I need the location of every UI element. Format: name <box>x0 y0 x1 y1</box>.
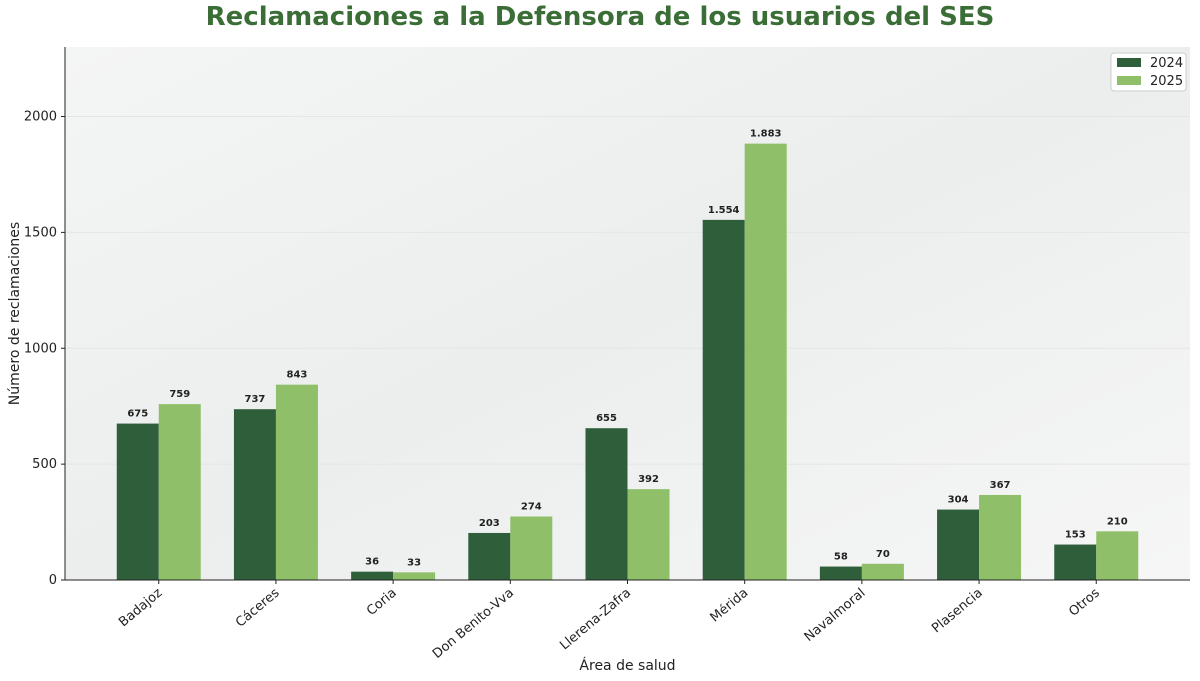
x-tick-label: Don Benito-Vva <box>430 586 517 662</box>
y-tick-label: 1500 <box>24 225 57 240</box>
data-label: 1.554 <box>708 205 740 216</box>
x-tick-label: Badajoz <box>116 585 165 630</box>
data-label: 737 <box>245 394 266 405</box>
x-tick-label: Coria <box>364 586 400 619</box>
bar-2025 <box>393 572 436 580</box>
data-label: 304 <box>948 495 969 506</box>
data-label: 1.883 <box>750 129 782 140</box>
bar-2024 <box>937 509 980 580</box>
y-tick-label: 2000 <box>24 110 57 125</box>
data-label: 33 <box>407 557 421 568</box>
data-label: 36 <box>365 557 379 568</box>
data-label: 153 <box>1065 530 1086 541</box>
bar-2025 <box>1096 531 1139 580</box>
x-tick-label: Navalmoral <box>802 586 869 645</box>
data-label: 392 <box>638 474 659 485</box>
bar-2024 <box>468 532 511 580</box>
data-label: 203 <box>479 518 500 529</box>
bar-2024 <box>233 409 276 580</box>
bar-2024 <box>1054 544 1097 580</box>
y-axis-label: Número de reclamaciones <box>7 222 23 405</box>
bar-2024 <box>351 571 394 580</box>
bar-2024 <box>702 219 745 581</box>
x-tick-label: Mérida <box>708 586 752 626</box>
bar-2024 <box>116 423 159 580</box>
bar-2025 <box>861 563 904 580</box>
bar-2024 <box>819 566 862 580</box>
legend-label: 2025 <box>1150 74 1183 89</box>
x-axis-label: Área de salud <box>579 657 675 674</box>
data-label: 675 <box>127 409 148 420</box>
data-label: 843 <box>287 370 308 381</box>
x-tick-label: Otros <box>1066 585 1103 619</box>
data-label: 759 <box>169 389 190 400</box>
data-label: 210 <box>1107 516 1128 527</box>
bar-2025 <box>627 489 670 580</box>
x-tick-label: Plasencia <box>929 586 985 637</box>
bar-2025 <box>158 404 201 580</box>
y-tick-label: 1000 <box>24 341 57 356</box>
data-label: 655 <box>596 413 617 424</box>
bar-2025 <box>510 516 553 580</box>
chart-title: Reclamaciones a la Defensora de los usua… <box>205 2 995 32</box>
legend-label: 2024 <box>1150 56 1183 71</box>
x-tick-label: Llerena-Zafra <box>557 586 634 654</box>
bar-2025 <box>275 384 318 580</box>
y-tick-label: 500 <box>32 457 57 472</box>
y-tick-label: 0 <box>49 573 57 588</box>
data-label: 274 <box>521 502 542 513</box>
bar-2025 <box>744 143 787 580</box>
data-label: 367 <box>990 480 1011 491</box>
x-tick-label: Cáceres <box>233 585 283 630</box>
bar-2024 <box>585 428 628 580</box>
bar-2025 <box>979 494 1022 580</box>
data-label: 58 <box>834 552 848 563</box>
legend-swatch-2025 <box>1117 76 1141 85</box>
legend-swatch-2024 <box>1117 58 1141 67</box>
data-label: 70 <box>876 549 890 560</box>
